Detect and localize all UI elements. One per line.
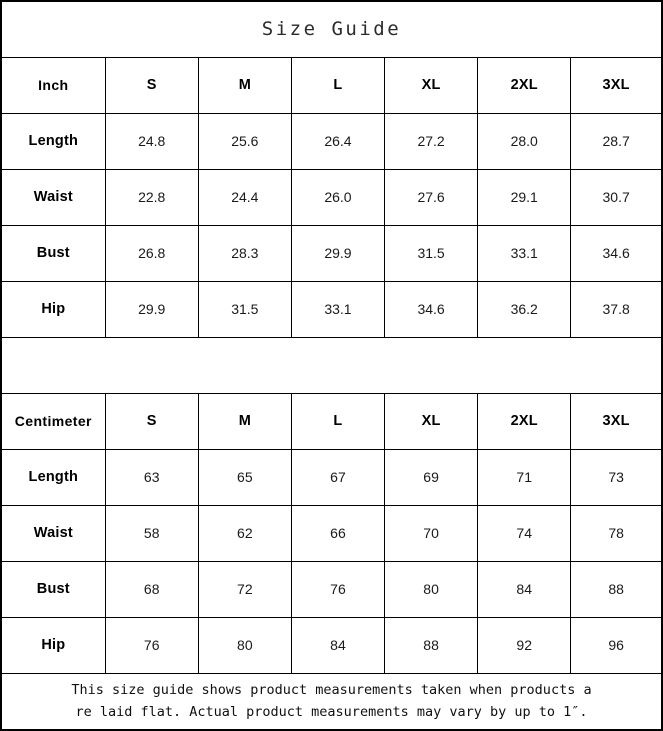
cell-waist-cm-2xl: 74 (477, 504, 572, 562)
table-row: Length 63 65 67 69 71 73 (0, 448, 663, 506)
cell-length-inch-xl: 27.2 (384, 112, 479, 170)
cell-bust-inch-3xl: 34.6 (570, 224, 663, 282)
cell-bust-inch-2xl: 33.1 (477, 224, 572, 282)
cell-waist-inch-3xl: 30.7 (570, 168, 663, 226)
column-header-cm-m: M (197, 392, 292, 450)
unit-label-centimeter: Centimeter (0, 392, 106, 450)
row-label-hip-cm: Hip (0, 616, 106, 674)
cell-waist-cm-xl: 70 (384, 504, 479, 562)
row-label-hip-inch: Hip (0, 280, 106, 338)
cell-length-inch-l: 26.4 (290, 112, 386, 170)
cell-hip-inch-xl: 34.6 (384, 280, 479, 338)
cell-hip-cm-2xl: 92 (477, 616, 572, 674)
column-header-2xl: 2XL (477, 56, 572, 114)
cell-length-cm-xl: 69 (384, 448, 479, 506)
page-title: Size Guide (0, 0, 663, 58)
cell-bust-cm-m: 72 (197, 560, 292, 618)
column-header-cm-s: S (104, 392, 199, 450)
column-header-cm-3xl: 3XL (570, 392, 663, 450)
cell-waist-cm-m: 62 (197, 504, 292, 562)
cell-length-inch-s: 24.8 (104, 112, 199, 170)
cell-length-cm-l: 67 (290, 448, 386, 506)
table-row: Hip 29.9 31.5 33.1 34.6 36.2 37.8 (0, 280, 663, 338)
cell-length-cm-s: 63 (104, 448, 199, 506)
cell-length-inch-2xl: 28.0 (477, 112, 572, 170)
footer-note: This size guide shows product measuremen… (0, 672, 663, 731)
cell-length-cm-m: 65 (197, 448, 292, 506)
cell-hip-cm-3xl: 96 (570, 616, 663, 674)
cell-waist-inch-m: 24.4 (197, 168, 292, 226)
cell-bust-cm-l: 76 (290, 560, 386, 618)
column-header-3xl: 3XL (570, 56, 663, 114)
cell-hip-inch-m: 31.5 (197, 280, 292, 338)
footer-row: This size guide shows product measuremen… (0, 672, 663, 731)
title-row: Size Guide (0, 0, 663, 58)
cell-bust-cm-3xl: 88 (570, 560, 663, 618)
cell-hip-cm-xl: 88 (384, 616, 479, 674)
spacer-cell (0, 336, 663, 394)
cell-hip-cm-l: 84 (290, 616, 386, 674)
cell-length-inch-3xl: 28.7 (570, 112, 663, 170)
column-header-s: S (104, 56, 199, 114)
table-row: Bust 26.8 28.3 29.9 31.5 33.1 34.6 (0, 224, 663, 282)
footer-note-line-1: This size guide shows product measuremen… (71, 682, 592, 699)
cell-waist-inch-2xl: 29.1 (477, 168, 572, 226)
footer-note-line-2: re laid flat. Actual product measurement… (75, 704, 588, 721)
cell-bust-cm-2xl: 84 (477, 560, 572, 618)
table-row: Waist 22.8 24.4 26.0 27.6 29.1 30.7 (0, 168, 663, 226)
cell-bust-cm-xl: 80 (384, 560, 479, 618)
cell-hip-cm-s: 76 (104, 616, 199, 674)
cell-waist-cm-l: 66 (290, 504, 386, 562)
cell-waist-inch-s: 22.8 (104, 168, 199, 226)
inch-header-row: Inch S M L XL 2XL 3XL (0, 56, 663, 114)
cell-waist-cm-3xl: 78 (570, 504, 663, 562)
row-label-waist-cm: Waist (0, 504, 106, 562)
row-label-bust-inch: Bust (0, 224, 106, 282)
cell-hip-inch-2xl: 36.2 (477, 280, 572, 338)
row-label-length-inch: Length (0, 112, 106, 170)
cell-bust-inch-xl: 31.5 (384, 224, 479, 282)
table-row: Waist 58 62 66 70 74 78 (0, 504, 663, 562)
table-row: Bust 68 72 76 80 84 88 (0, 560, 663, 618)
cell-length-cm-2xl: 71 (477, 448, 572, 506)
table-row: Hip 76 80 84 88 92 96 (0, 616, 663, 674)
row-label-bust-cm: Bust (0, 560, 106, 618)
cell-waist-inch-xl: 27.6 (384, 168, 479, 226)
centimeter-header-row: Centimeter S M L XL 2XL 3XL (0, 392, 663, 450)
column-header-cm-l: L (290, 392, 386, 450)
cell-hip-inch-l: 33.1 (290, 280, 386, 338)
column-header-xl: XL (384, 56, 479, 114)
cell-waist-cm-s: 58 (104, 504, 199, 562)
cell-bust-inch-s: 26.8 (104, 224, 199, 282)
column-header-cm-2xl: 2XL (477, 392, 572, 450)
column-header-cm-xl: XL (384, 392, 479, 450)
cell-hip-inch-s: 29.9 (104, 280, 199, 338)
unit-label-inch: Inch (0, 56, 106, 114)
row-label-length-cm: Length (0, 448, 106, 506)
cell-hip-cm-m: 80 (197, 616, 292, 674)
row-label-waist-inch: Waist (0, 168, 106, 226)
spacer-row (0, 336, 663, 394)
cell-bust-cm-s: 68 (104, 560, 199, 618)
column-header-m: M (197, 56, 292, 114)
table-row: Length 24.8 25.6 26.4 27.2 28.0 28.7 (0, 112, 663, 170)
cell-bust-inch-m: 28.3 (197, 224, 292, 282)
cell-hip-inch-3xl: 37.8 (570, 280, 663, 338)
cell-waist-inch-l: 26.0 (290, 168, 386, 226)
cell-length-inch-m: 25.6 (197, 112, 292, 170)
column-header-l: L (290, 56, 386, 114)
cell-length-cm-3xl: 73 (570, 448, 663, 506)
cell-bust-inch-l: 29.9 (290, 224, 386, 282)
